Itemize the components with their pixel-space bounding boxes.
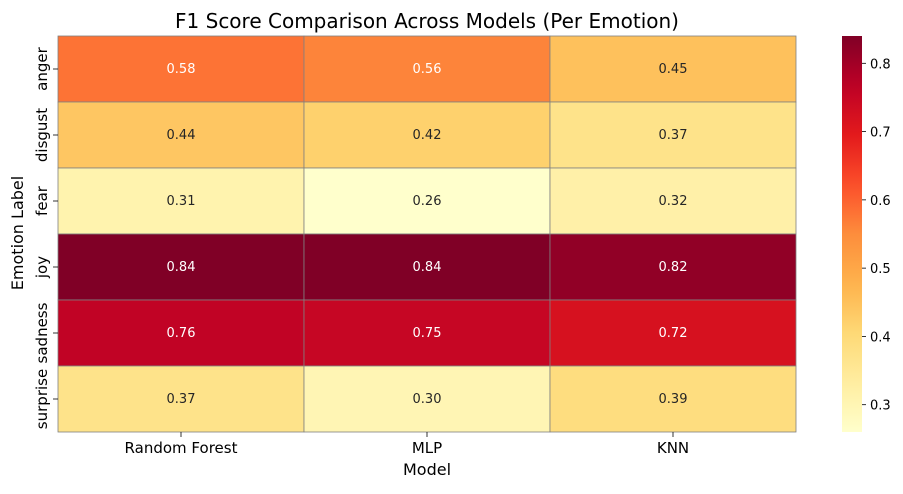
cell-value-label: 0.37 (659, 128, 688, 143)
y-tick-label: sadness (33, 302, 51, 363)
heatmap-cell (57, 35, 305, 103)
colorbar: 0.3 0.4 0.5 0.6 0.7 0.8 (842, 36, 891, 432)
cell-value-label: 0.82 (659, 260, 688, 275)
x-tick-label: KNN (657, 439, 689, 457)
cell-value-label: 0.31 (167, 194, 196, 209)
chart-title: F1 Score Comparison Across Models (Per E… (175, 9, 679, 33)
cell-value-label: 0.75 (413, 326, 442, 341)
x-tick-label: MLP (412, 439, 442, 457)
heatmap-cells: 0.58 0.56 0.45 0.44 0.42 0.37 0.31 0.26 0.32 0.84… (57, 35, 797, 433)
heatmap-cell (549, 35, 797, 103)
heatmap-cell (303, 365, 551, 433)
cell-value-label: 0.84 (167, 260, 196, 275)
cell-value-label: 0.84 (413, 260, 442, 275)
x-tick-labels: Random Forest MLP KNN (125, 432, 689, 457)
colorbar-tick-label: 0.7 (870, 126, 891, 141)
heatmap-cell (549, 101, 797, 169)
cell-value-label: 0.44 (167, 128, 196, 143)
colorbar-tick-label: 0.8 (870, 57, 891, 72)
heatmap-cell (549, 233, 797, 301)
cell-value-label: 0.72 (659, 326, 688, 341)
y-tick-label: surprise (33, 369, 51, 429)
cell-value-label: 0.32 (659, 194, 688, 209)
heatmap-cell (303, 35, 551, 103)
cell-value-label: 0.76 (167, 326, 196, 341)
colorbar-tick-label: 0.5 (870, 262, 891, 277)
y-tick-label: joy (33, 256, 51, 279)
y-tick-label: anger (33, 46, 51, 90)
cell-value-label: 0.30 (413, 392, 442, 407)
heatmap-cell (57, 299, 305, 367)
x-axis-label: Model (403, 460, 451, 479)
colorbar-gradient (842, 36, 862, 432)
y-tick-label: disgust (33, 108, 51, 162)
x-tick-label: Random Forest (125, 439, 238, 457)
heatmap-cell (303, 101, 551, 169)
cell-value-label: 0.42 (413, 128, 442, 143)
heatmap-cell (549, 299, 797, 367)
heatmap-cell (549, 365, 797, 433)
cell-value-label: 0.26 (413, 194, 442, 209)
y-tick-label: fear (33, 185, 51, 216)
colorbar-tick-label: 0.3 (870, 399, 891, 414)
cell-value-label: 0.37 (167, 392, 196, 407)
cell-value-label: 0.56 (413, 62, 442, 77)
heatmap-cell (57, 101, 305, 169)
cell-value-label: 0.39 (659, 392, 688, 407)
heatmap-cell (303, 167, 551, 235)
colorbar-tick-label: 0.4 (870, 330, 891, 345)
y-tick-labels: anger disgust fear joy sadness surprise (33, 46, 58, 429)
heatmap-cell (57, 233, 305, 301)
cell-value-label: 0.45 (659, 62, 688, 77)
cell-value-label: 0.58 (167, 62, 196, 77)
y-axis-label: Emotion Label (8, 176, 27, 290)
heatmap-cell (303, 299, 551, 367)
colorbar-tick-label: 0.6 (870, 194, 891, 209)
